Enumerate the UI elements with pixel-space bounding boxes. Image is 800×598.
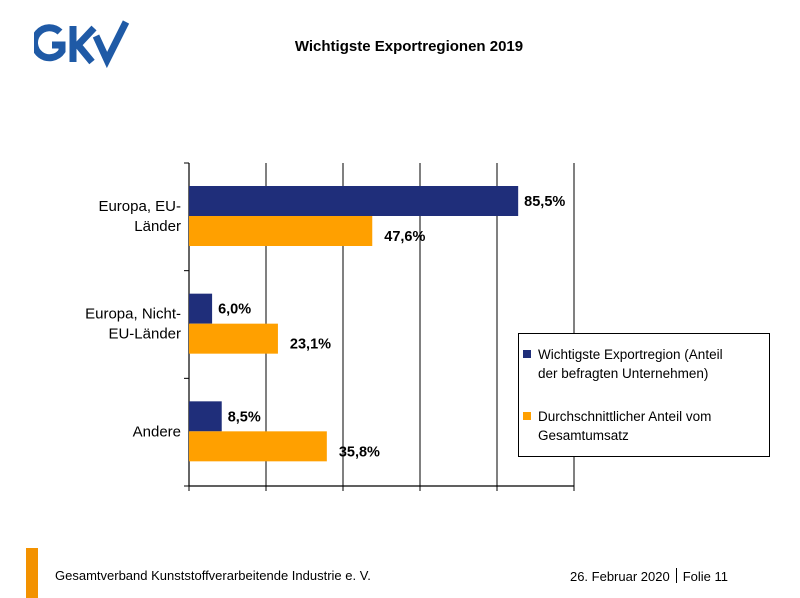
data-label: 6,0% (218, 302, 251, 318)
data-label: 47,6% (384, 229, 425, 245)
chart-legend: Wichtigste Exportregion (Anteil der befr… (518, 333, 770, 457)
category-label: Andere (133, 423, 181, 440)
footer-separator (675, 568, 677, 583)
gkv-logo (34, 20, 130, 68)
category-label-line: Andere (133, 423, 181, 440)
bar (189, 401, 222, 432)
legend-item-series-1: Wichtigste Exportregion (Anteil der befr… (523, 345, 762, 383)
legend-item-series-2: Durchschnittlicher Anteil vom Gesamtumsa… (523, 407, 762, 445)
x-tick-label: 0% (177, 497, 202, 500)
category-label-line: EU-Länder (108, 326, 181, 343)
category-label: Europa, EU- Länder (98, 198, 181, 235)
footer-slide-number: Folie 11 (682, 569, 728, 584)
category-label-line: Länder (134, 218, 181, 235)
x-tick-label: 60% (403, 497, 437, 500)
bar (189, 323, 278, 354)
page-title: Wichtigste Exportregionen 2019 (294, 38, 524, 55)
category-label-line: Europa, EU- (98, 198, 181, 215)
x-tick-label: 80% (480, 497, 514, 500)
x-tick-label: 40% (326, 497, 360, 500)
bar (189, 216, 373, 246)
x-tick-label: 20% (249, 497, 283, 500)
data-label: 35,8% (339, 444, 380, 460)
x-tick-label: 100% (552, 497, 595, 500)
footer-date: 26. Februar 2020 (569, 569, 670, 584)
category-label-line: Europa, Nicht- (85, 306, 181, 323)
data-label: 23,1% (290, 337, 331, 353)
category-label: Europa, Nicht- EU-Länder (85, 306, 181, 343)
bar (189, 431, 327, 462)
legend-line: Wichtigste Exportregion (Anteil (538, 347, 723, 362)
bar-chart: 85,5% 47,6% Europa, EU- Länder 6,0% 23,1% Euro… (85, 162, 596, 500)
legend-line: der befragten Unternehmen) (538, 366, 709, 381)
footer-organization: Gesamtverband Kunststoffverarbeitende In… (55, 568, 371, 583)
legend-swatch-series-1 (523, 350, 531, 358)
footer-meta: 26. Februar 2020 Folie 11 (570, 568, 728, 584)
legend-line: Durchschnittlicher Anteil vom (538, 409, 712, 424)
data-label: 85,5% (524, 194, 565, 210)
legend-line: Gesamtumsatz (538, 428, 629, 443)
legend-swatch-series-2 (523, 412, 531, 420)
bar (189, 186, 519, 216)
data-label: 8,5% (228, 409, 261, 425)
footer-accent-bar (26, 548, 38, 598)
bar (189, 293, 213, 324)
